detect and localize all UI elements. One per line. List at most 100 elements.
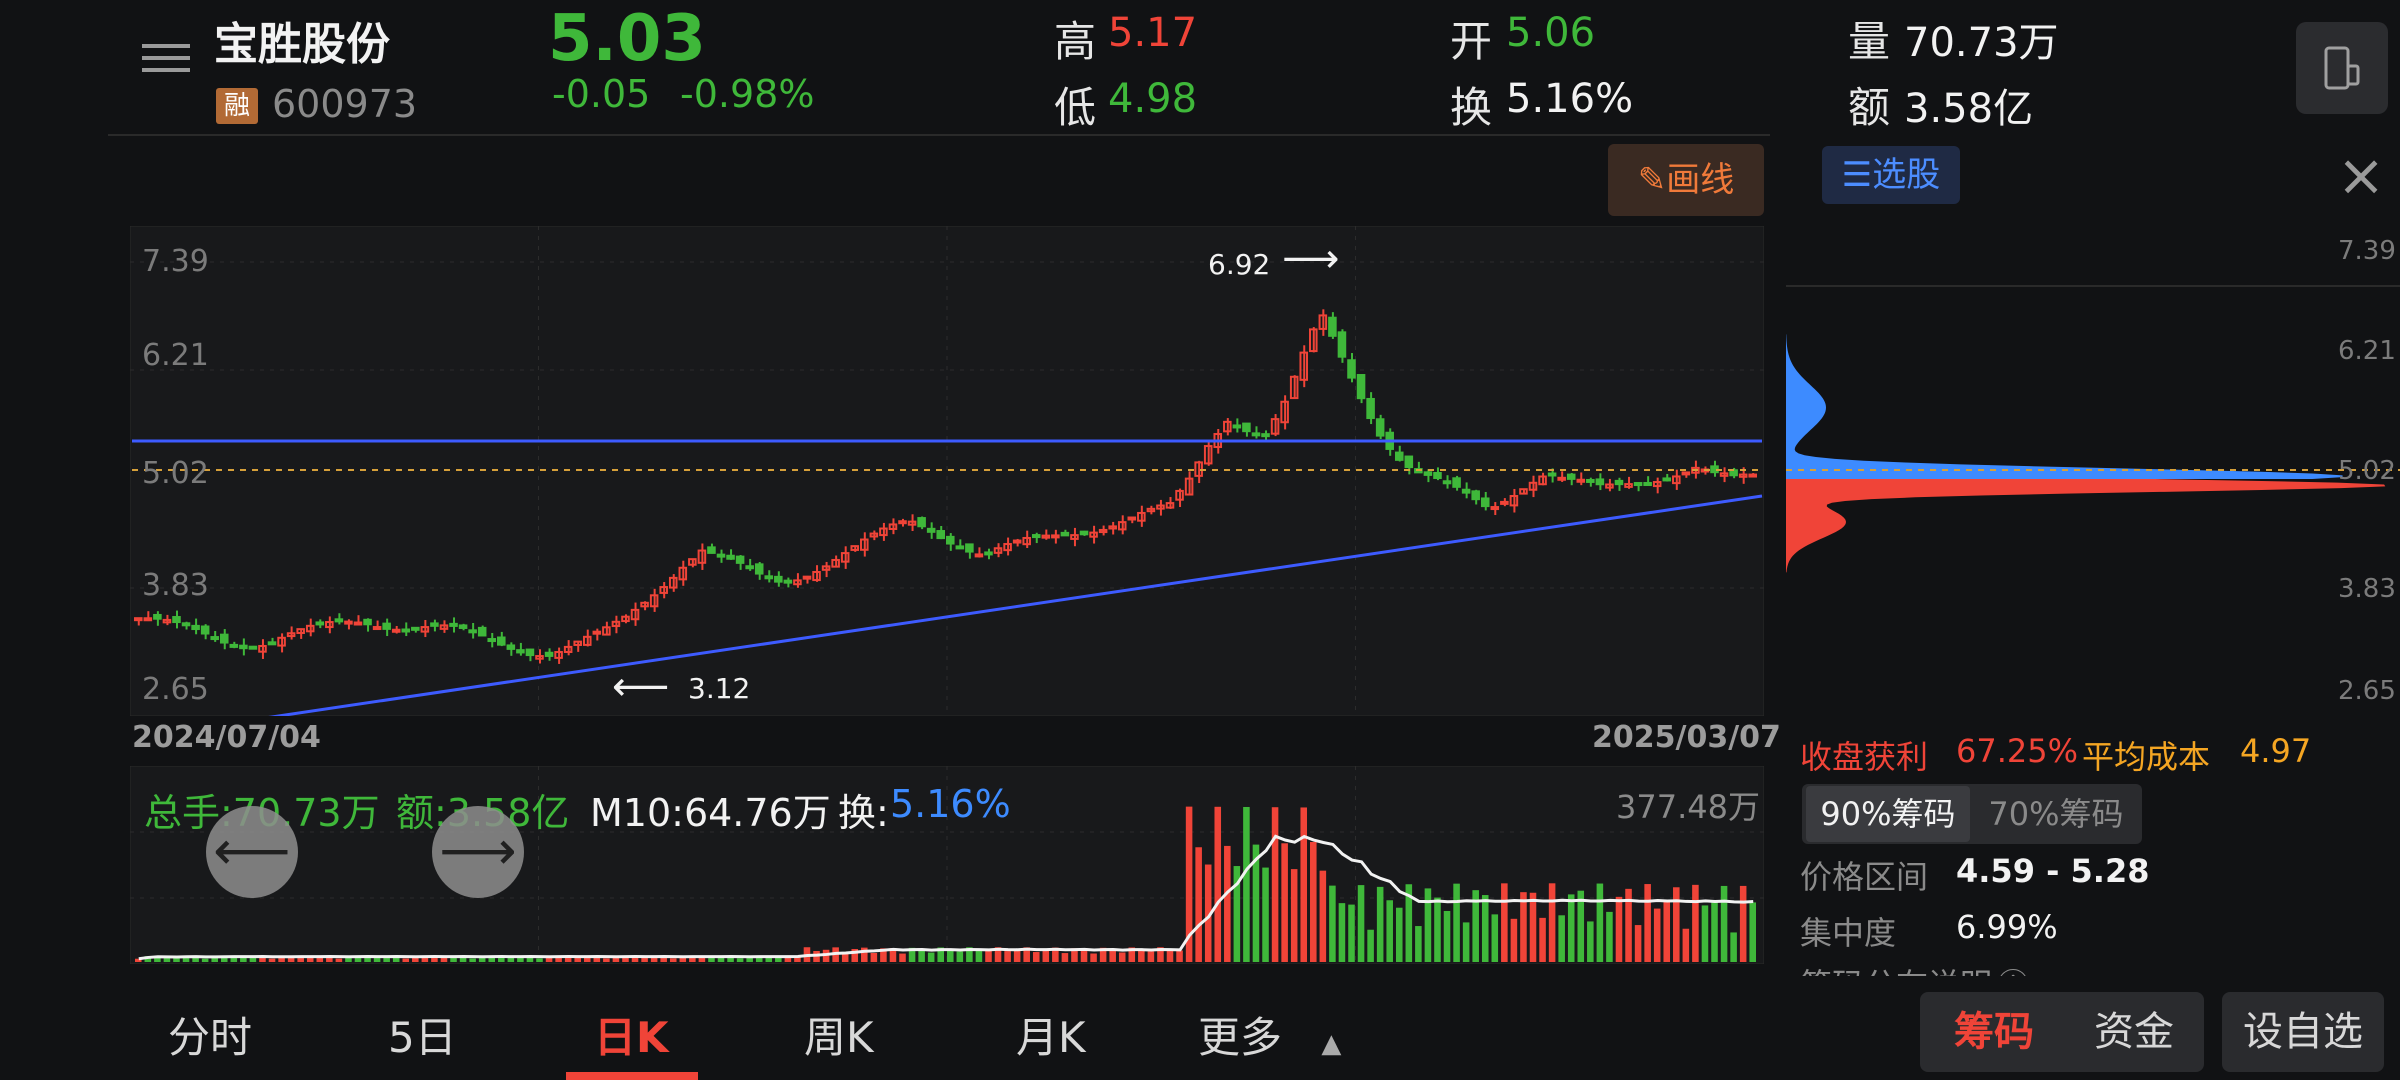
candle-body (1404, 455, 1414, 469)
volume-bar (144, 956, 152, 962)
volume-bar (1548, 883, 1556, 962)
volume-bar (517, 955, 524, 962)
volume-chart[interactable] (130, 766, 1764, 964)
candle-body (239, 644, 248, 650)
volume-bar (1138, 949, 1145, 962)
volume-bar (1405, 884, 1413, 962)
price-change: -0.05 (552, 72, 651, 116)
scroll-right-button[interactable]: ⟶ (432, 806, 524, 898)
candle-body (1442, 480, 1452, 485)
volume-bar (612, 955, 620, 962)
tab-weekly-k[interactable]: 周K (804, 1013, 874, 1062)
tab-daily-k[interactable]: 日K (594, 1013, 669, 1062)
candle-body (468, 629, 477, 634)
arrow-right-icon: ⟶ (439, 819, 517, 882)
amount-label: 额 (1848, 83, 1891, 132)
candle-body (439, 624, 449, 630)
candle-body (554, 651, 563, 659)
volume-bar (641, 956, 648, 962)
tab-90-chips[interactable]: 90%筹码 (1806, 786, 1970, 842)
candle-body (487, 638, 497, 643)
max-volume-label: 377.48万 (1616, 788, 1760, 826)
close-icon[interactable]: × (2336, 141, 2386, 209)
end-date: 2025/03/07 (1592, 720, 1781, 755)
candle-body (420, 626, 430, 633)
volume-bar (1682, 928, 1690, 962)
candle-body (592, 630, 602, 635)
tab-5day[interactable]: 5日 (388, 1013, 457, 1062)
volume-bar (1071, 948, 1078, 962)
volume-bar (1539, 917, 1546, 962)
tab-monthly-k[interactable]: 月K (1016, 1013, 1086, 1062)
volume-bar (498, 957, 505, 962)
volume-ma10-line (138, 834, 1754, 961)
candle-body (917, 517, 926, 528)
volume-bar (1080, 948, 1088, 962)
volume-bar (1644, 884, 1651, 962)
candle-body (812, 570, 821, 582)
candle-body (525, 648, 535, 657)
volume-bar (154, 955, 161, 962)
candle-body (1566, 473, 1576, 480)
tab-70-chips[interactable]: 70%筹码 (1988, 795, 2124, 833)
candle-body (248, 645, 258, 650)
select-stock-button[interactable]: ☰选股 (1822, 146, 1960, 204)
candle-body (821, 565, 831, 571)
volume-bar (956, 951, 964, 962)
candle-body (1538, 475, 1547, 486)
volume-bar (421, 955, 429, 962)
volume-bar (870, 952, 878, 962)
volume-bar (669, 958, 677, 962)
candle-body (172, 616, 181, 624)
candle-body (1528, 481, 1538, 491)
kline-chart[interactable] (130, 226, 1764, 716)
scroll-left-button[interactable]: ⟵ (206, 806, 298, 898)
volume-bar (478, 955, 486, 962)
volume-bar (440, 957, 448, 962)
candle-body (267, 641, 277, 646)
landscape-toggle-button[interactable] (2296, 22, 2388, 114)
volume-bar (526, 956, 534, 962)
volume-bar (1157, 947, 1164, 962)
chip-y-tick: 7.39 (2338, 236, 2396, 266)
turnover-label: 换 (1450, 83, 1493, 132)
candle-body (334, 618, 344, 623)
volume-bar (851, 949, 859, 962)
funds-tab[interactable]: 资金 (2094, 1009, 2174, 1055)
pencil-icon: ✎ (1637, 160, 1667, 200)
volume-bar (937, 947, 944, 962)
candle-body (850, 545, 860, 551)
draw-line-button[interactable]: ✎画线 (1608, 144, 1764, 216)
volume-bar (1329, 885, 1336, 962)
y-tick-label: 5.02 (142, 456, 209, 491)
tab-intraday[interactable]: 分时 (168, 1013, 253, 1062)
candle-body (926, 527, 936, 533)
volume-bar (1176, 950, 1183, 962)
candle-body (946, 535, 955, 545)
avg-cost-value: 4.97 (2240, 732, 2312, 770)
volume-bar (1290, 869, 1298, 962)
volume-bar (918, 948, 925, 962)
candle-body (840, 552, 850, 563)
volume-bar (1281, 843, 1288, 962)
candle-body (200, 625, 210, 635)
candle-body (688, 558, 697, 566)
candle-body (764, 575, 774, 580)
chips-tab[interactable]: 筹码 (1954, 1009, 2034, 1055)
chip-y-tick: 5.02 (2338, 456, 2396, 486)
candle-body (1576, 478, 1586, 483)
candle-body (1041, 534, 1051, 539)
volume-bar (689, 955, 696, 962)
volume-label: 量 (1848, 17, 1891, 66)
menu-icon[interactable] (142, 36, 190, 80)
add-to-watchlist-button[interactable]: 设自选 (2222, 992, 2384, 1072)
volume-bar (755, 955, 763, 962)
volume-bar (383, 955, 390, 962)
candle-body (1098, 528, 1108, 534)
tab-more[interactable]: 更多 ▲ (1198, 1004, 1341, 1065)
candle-body (1605, 483, 1614, 489)
candle-body (219, 633, 229, 644)
candle-body (372, 626, 382, 631)
candle-body (1356, 374, 1366, 400)
candle-body (1051, 534, 1060, 539)
